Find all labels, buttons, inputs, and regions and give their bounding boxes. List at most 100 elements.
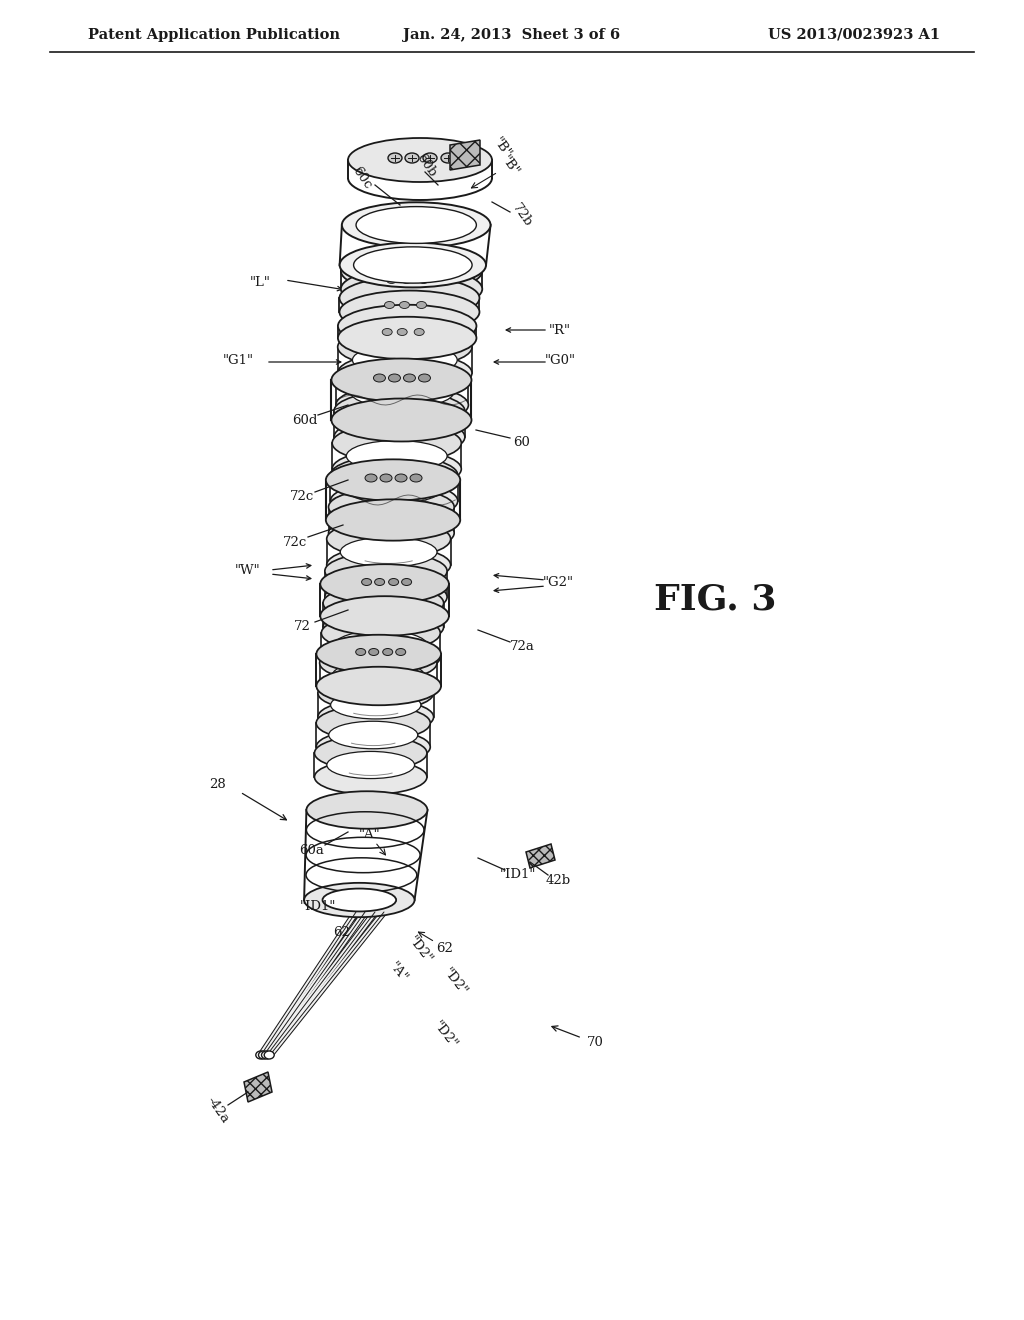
Ellipse shape [374, 374, 385, 381]
Ellipse shape [325, 552, 447, 590]
Ellipse shape [331, 455, 458, 495]
Ellipse shape [261, 1051, 271, 1059]
Text: 72b: 72b [509, 201, 535, 230]
Ellipse shape [323, 888, 396, 911]
Ellipse shape [316, 730, 430, 764]
Ellipse shape [336, 359, 468, 400]
Ellipse shape [321, 597, 449, 636]
Ellipse shape [388, 374, 400, 381]
Ellipse shape [417, 301, 426, 309]
Ellipse shape [329, 487, 455, 527]
Text: "G0": "G0" [545, 354, 575, 367]
Ellipse shape [340, 290, 479, 334]
Polygon shape [526, 843, 555, 869]
Text: 62: 62 [334, 925, 350, 939]
Ellipse shape [341, 249, 482, 293]
Text: 60c: 60c [350, 164, 375, 191]
Text: 72a: 72a [510, 640, 535, 653]
Ellipse shape [256, 1051, 266, 1059]
Ellipse shape [332, 359, 471, 401]
Ellipse shape [319, 645, 437, 681]
Ellipse shape [332, 449, 461, 488]
Text: 60b: 60b [414, 150, 438, 180]
Ellipse shape [338, 352, 472, 393]
Ellipse shape [355, 648, 366, 656]
Ellipse shape [331, 692, 421, 719]
Ellipse shape [344, 473, 443, 503]
Ellipse shape [314, 735, 427, 771]
Text: 60d: 60d [292, 413, 317, 426]
Ellipse shape [383, 648, 393, 656]
Ellipse shape [325, 578, 447, 616]
Ellipse shape [338, 569, 433, 599]
Ellipse shape [322, 639, 440, 676]
Ellipse shape [338, 305, 476, 347]
Ellipse shape [423, 153, 437, 162]
Ellipse shape [403, 374, 416, 381]
Ellipse shape [338, 326, 472, 367]
Ellipse shape [335, 631, 427, 659]
Ellipse shape [387, 276, 396, 284]
Ellipse shape [340, 537, 437, 566]
Ellipse shape [441, 153, 455, 162]
Ellipse shape [329, 721, 418, 748]
Ellipse shape [317, 675, 433, 711]
Ellipse shape [410, 474, 422, 482]
Text: FIG. 3: FIG. 3 [653, 583, 776, 616]
Ellipse shape [319, 669, 437, 705]
Text: 60: 60 [514, 436, 530, 449]
Ellipse shape [321, 564, 449, 603]
Text: "L": "L" [250, 276, 270, 289]
Ellipse shape [414, 329, 424, 335]
Ellipse shape [314, 759, 427, 795]
Text: 28: 28 [210, 779, 226, 792]
Polygon shape [450, 140, 480, 170]
Text: "A": "A" [359, 829, 381, 842]
Ellipse shape [334, 417, 465, 457]
Ellipse shape [326, 499, 460, 541]
Ellipse shape [375, 578, 385, 586]
Ellipse shape [350, 376, 454, 408]
Ellipse shape [336, 601, 430, 630]
Ellipse shape [346, 441, 447, 471]
Ellipse shape [332, 399, 471, 441]
Ellipse shape [340, 243, 486, 288]
Ellipse shape [333, 661, 424, 689]
Text: 60a: 60a [300, 843, 325, 857]
Ellipse shape [329, 513, 455, 552]
Ellipse shape [306, 791, 427, 829]
Ellipse shape [399, 301, 410, 309]
Ellipse shape [264, 1051, 274, 1059]
Text: "W": "W" [236, 564, 261, 577]
Ellipse shape [317, 700, 433, 735]
Text: US 2013/0023923 A1: US 2013/0023923 A1 [768, 28, 940, 42]
Text: -42a: -42a [204, 1094, 231, 1126]
Text: "ID1": "ID1" [500, 869, 537, 882]
Ellipse shape [327, 751, 415, 779]
Ellipse shape [401, 578, 412, 586]
Polygon shape [244, 1072, 272, 1102]
Text: Patent Application Publication: Patent Application Publication [88, 28, 340, 42]
Ellipse shape [348, 408, 451, 440]
Ellipse shape [342, 506, 440, 535]
Text: "B": "B" [490, 136, 514, 161]
Ellipse shape [395, 648, 406, 656]
Ellipse shape [388, 153, 402, 162]
Text: 72: 72 [294, 620, 310, 634]
Ellipse shape [395, 474, 407, 482]
Ellipse shape [334, 391, 465, 432]
Text: 72c: 72c [290, 491, 314, 503]
Ellipse shape [382, 329, 392, 335]
Ellipse shape [322, 615, 440, 651]
Text: "ID1": "ID1" [300, 900, 336, 913]
Ellipse shape [380, 474, 392, 482]
Ellipse shape [324, 585, 443, 622]
Text: 62: 62 [436, 941, 454, 954]
Ellipse shape [332, 424, 461, 463]
Ellipse shape [316, 705, 430, 741]
Ellipse shape [353, 247, 472, 282]
Ellipse shape [316, 635, 441, 673]
Ellipse shape [361, 578, 372, 586]
Ellipse shape [324, 609, 443, 645]
Ellipse shape [356, 207, 476, 243]
